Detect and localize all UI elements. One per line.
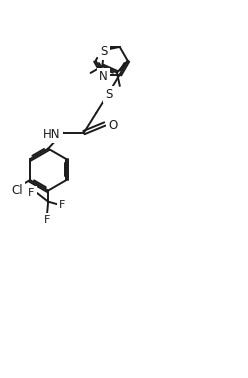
Text: O: O	[109, 119, 118, 132]
Text: S: S	[105, 88, 112, 101]
Text: F: F	[59, 200, 66, 210]
Text: Cl: Cl	[11, 184, 23, 197]
Text: N: N	[99, 70, 108, 83]
Text: N: N	[99, 42, 108, 55]
Text: S: S	[100, 45, 108, 58]
Text: F: F	[28, 188, 35, 198]
Text: F: F	[44, 215, 50, 225]
Text: HN: HN	[43, 128, 61, 141]
